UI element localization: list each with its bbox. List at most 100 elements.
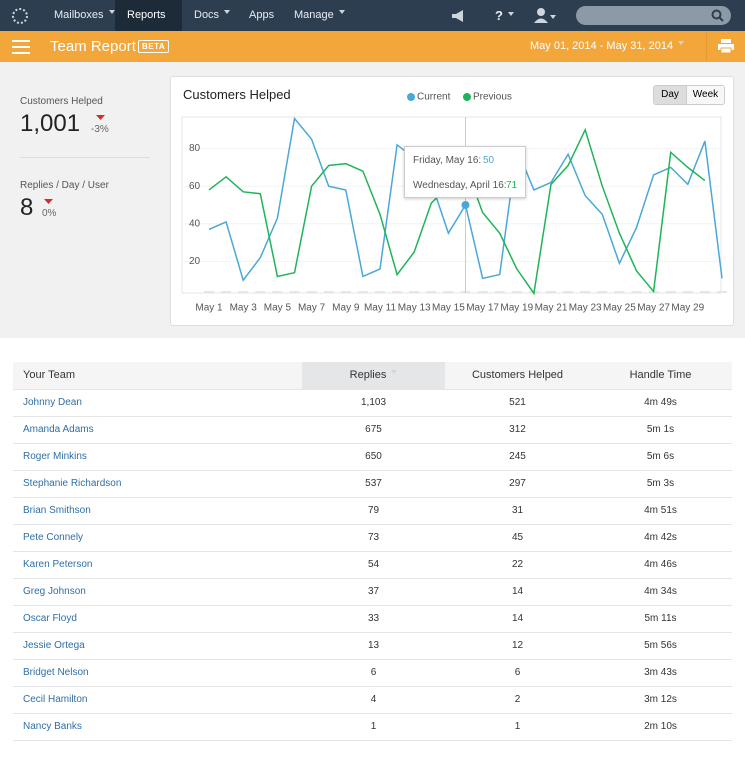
x-tick — [392, 291, 403, 293]
x-tick-label: May 1 — [195, 303, 223, 314]
x-tick — [580, 291, 591, 293]
x-tick — [221, 291, 232, 293]
page-header: Team Report BETA May 01, 2014 - May 31, … — [0, 31, 745, 62]
stat-label: Customers Helped — [20, 96, 103, 107]
x-tick — [443, 291, 454, 293]
nav-item[interactable]: Manage — [282, 0, 357, 31]
y-tick-label: 20 — [189, 256, 201, 267]
member-name[interactable]: Johnny Dean — [23, 397, 82, 408]
announce-icon[interactable] — [450, 8, 468, 24]
legend-label: Previous — [473, 92, 512, 103]
stat-value: 8 — [20, 194, 34, 221]
member-name[interactable]: Roger Minkins — [23, 451, 87, 462]
table-cell: 4 — [370, 694, 377, 705]
table-cell: 1 — [370, 721, 377, 732]
nav-item[interactable]: Reports — [115, 0, 182, 31]
table-cell: 22 — [511, 559, 524, 570]
column-header[interactable]: Your Team — [23, 369, 75, 381]
x-tick — [665, 291, 676, 293]
table-cell: 45 — [511, 532, 524, 543]
table-cell: 245 — [509, 451, 526, 462]
table-cell: 4m 51s — [644, 505, 677, 516]
divider — [20, 157, 150, 158]
table-row: Amanda Adams 675 312 5m 1s — [13, 416, 732, 444]
x-tick — [597, 291, 608, 293]
week-button[interactable]: Week — [687, 86, 724, 104]
x-tick — [426, 291, 437, 293]
member-name[interactable]: Pete Connely — [23, 532, 84, 543]
member-name[interactable]: Stephanie Richardson — [23, 478, 122, 489]
x-tick — [306, 291, 317, 293]
column-header[interactable]: Handle Time — [629, 369, 692, 381]
x-tick-label: May 7 — [298, 303, 326, 314]
table-row: Johnny Dean 1,103 521 4m 49s — [13, 389, 732, 417]
x-tick — [682, 291, 693, 293]
day-button[interactable]: Day — [654, 86, 687, 104]
table-cell: 312 — [509, 424, 526, 435]
nav-item[interactable]: Docs — [182, 0, 242, 31]
x-tick-label: May 13 — [398, 303, 431, 314]
y-tick-label: 60 — [189, 181, 201, 192]
column-header[interactable]: Replies — [302, 362, 445, 389]
x-tick — [477, 291, 488, 293]
nav-item[interactable]: Apps — [249, 9, 275, 21]
menu-icon[interactable] — [12, 40, 32, 54]
help[interactable]: ? — [483, 0, 526, 31]
table-row: Greg Johnson 37 14 4m 34s — [13, 578, 732, 606]
user-icon[interactable] — [534, 7, 558, 25]
table-cell: 79 — [367, 505, 380, 516]
stat-label: Replies / Day / User — [20, 180, 109, 191]
x-tick — [614, 291, 625, 293]
table-cell: 675 — [365, 424, 382, 435]
x-tick-label: May 19 — [500, 303, 533, 314]
column-header[interactable]: Customers Helped — [471, 369, 564, 381]
nav-item[interactable]: Mailboxes — [42, 0, 127, 31]
tooltip-label: Friday, May 16: — [413, 155, 482, 166]
date-range[interactable]: May 01, 2014 - May 31, 2014 — [530, 40, 684, 52]
x-tick — [563, 291, 574, 293]
logo[interactable] — [10, 6, 30, 26]
tooltip-value: 71 — [506, 180, 518, 191]
print-button[interactable] — [706, 31, 745, 62]
x-tick — [238, 291, 249, 293]
x-tick-label: May 23 — [569, 303, 602, 314]
member-name[interactable]: Amanda Adams — [23, 424, 94, 435]
member-name[interactable]: Nancy Banks — [23, 721, 82, 732]
stat-change: -3% — [91, 124, 109, 135]
stat-value: 1,001 — [20, 110, 81, 137]
chart-card: Customers Helped Day Week 20 40 60 80 May 1 M… — [170, 76, 734, 326]
table-cell: 521 — [509, 397, 526, 408]
x-tick — [717, 291, 727, 293]
member-name[interactable]: Jessie Ortega — [23, 640, 85, 651]
table-cell: 1,103 — [360, 397, 387, 408]
x-tick-label: May 3 — [230, 303, 258, 314]
member-name[interactable]: Bridget Nelson — [23, 667, 89, 678]
x-tick-label: May 9 — [332, 303, 360, 314]
table-cell: 2 — [514, 694, 521, 705]
x-tick-label: May 15 — [432, 303, 465, 314]
member-name[interactable]: Karen Peterson — [23, 559, 93, 570]
print-icon — [718, 39, 734, 54]
table-cell: 5m 6s — [646, 451, 675, 462]
member-name[interactable]: Oscar Floyd — [23, 613, 77, 624]
tooltip-value: 50 — [483, 155, 495, 166]
hover-dot — [461, 201, 470, 209]
x-tick — [289, 291, 300, 293]
x-tick — [340, 291, 351, 293]
table-row: Brian Smithson 79 31 4m 51s — [13, 497, 732, 525]
table-cell: 3m 12s — [644, 694, 677, 705]
table-cell: 3m 43s — [644, 667, 677, 678]
x-tick — [323, 291, 334, 293]
member-name[interactable]: Greg Johnson — [23, 586, 86, 597]
table-cell: 54 — [367, 559, 380, 570]
search-box[interactable] — [576, 6, 731, 25]
member-name[interactable]: Cecil Hamilton — [23, 694, 88, 705]
x-tick — [631, 291, 642, 293]
x-tick — [255, 291, 266, 293]
table-row: Pete Connely 73 45 4m 42s — [13, 524, 732, 552]
member-name[interactable]: Brian Smithson — [23, 505, 91, 516]
top-nav: Mailboxes Reports Docs Apps Manage ? — [0, 0, 745, 31]
x-tick — [375, 291, 385, 293]
x-tick-label: May 25 — [603, 303, 636, 314]
